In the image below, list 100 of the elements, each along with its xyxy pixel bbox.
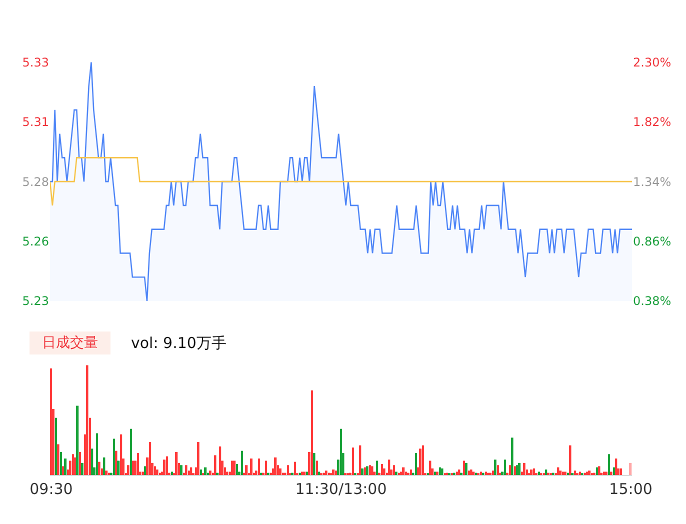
bar (113, 438, 115, 476)
bar (364, 467, 366, 476)
bar (393, 465, 395, 476)
bar (504, 460, 506, 476)
bar (62, 466, 64, 476)
bar (55, 418, 57, 476)
y2-tick-label: 1.82% (633, 115, 672, 130)
bar (422, 445, 424, 476)
bar (340, 428, 342, 476)
bar (267, 472, 270, 476)
bar (383, 468, 386, 476)
bar (468, 470, 470, 476)
bar (509, 465, 511, 476)
bar (545, 470, 548, 476)
bar (603, 472, 606, 476)
bar (166, 456, 168, 476)
bar (605, 472, 608, 476)
bar (233, 460, 236, 476)
text: 日成交量 (42, 335, 98, 351)
x-tick-label: 11:30/13:00 (295, 480, 387, 498)
bar (538, 472, 540, 476)
bar (204, 467, 207, 476)
bar (598, 466, 600, 476)
bar (241, 450, 243, 476)
bar (291, 472, 294, 476)
bar (492, 470, 494, 476)
bar (245, 465, 248, 476)
bar (130, 428, 132, 476)
bar (533, 468, 536, 476)
bar (429, 460, 432, 476)
bar (518, 462, 521, 476)
bar (458, 470, 460, 476)
bar (154, 466, 156, 476)
bar (200, 470, 202, 476)
bar (552, 472, 554, 476)
bar (60, 452, 62, 476)
bar (57, 444, 60, 476)
text: vol: 9.10万手 (131, 334, 226, 352)
bar (376, 460, 378, 476)
bar (610, 472, 612, 476)
bar (511, 438, 514, 476)
bar (415, 453, 417, 476)
bar (265, 460, 267, 476)
bar (402, 467, 405, 476)
bar (388, 460, 390, 476)
bar (588, 470, 591, 476)
bar (613, 467, 615, 476)
bar (596, 467, 598, 476)
bar (516, 465, 518, 476)
bar (190, 467, 192, 476)
bar (620, 468, 622, 476)
bar (171, 472, 173, 476)
bar (81, 462, 84, 476)
bar (359, 445, 362, 476)
bar (120, 434, 122, 476)
bar (456, 472, 458, 476)
bar (465, 462, 468, 476)
bar (149, 442, 152, 476)
y2-tick-label: 2.30% (633, 55, 672, 70)
bar (98, 462, 100, 476)
bar (547, 472, 550, 476)
bar (301, 472, 304, 476)
bar (274, 457, 277, 476)
bar (441, 468, 444, 476)
bar (303, 472, 306, 476)
bar (294, 462, 296, 476)
bar (335, 470, 338, 476)
y-tick-label: 5.28 (22, 174, 49, 189)
bar (586, 472, 588, 476)
bar (127, 465, 130, 476)
bar (226, 472, 228, 476)
bar (76, 406, 79, 476)
bar (132, 460, 134, 476)
bar (453, 472, 456, 476)
bar (579, 472, 581, 476)
bar (115, 450, 118, 476)
bar (142, 472, 144, 476)
bar (250, 458, 252, 476)
y2-tick-label: 1.34% (633, 174, 672, 189)
bar (574, 470, 576, 476)
y2-tick-label: 0.38% (633, 294, 672, 308)
bar (96, 433, 98, 476)
bar (287, 465, 289, 476)
bar (366, 466, 368, 476)
bar (381, 464, 383, 476)
bar (569, 445, 572, 476)
y-tick-label: 5.26 (22, 234, 49, 248)
bar (407, 472, 410, 476)
bar (50, 368, 52, 476)
bar (180, 465, 182, 476)
bar (593, 472, 596, 476)
bar (137, 453, 139, 476)
bar (325, 470, 328, 476)
bar (439, 467, 441, 476)
bar (311, 390, 313, 476)
bar (352, 448, 354, 476)
bar (117, 460, 120, 476)
bar (400, 472, 402, 476)
bar (514, 466, 516, 476)
bar (175, 452, 178, 476)
